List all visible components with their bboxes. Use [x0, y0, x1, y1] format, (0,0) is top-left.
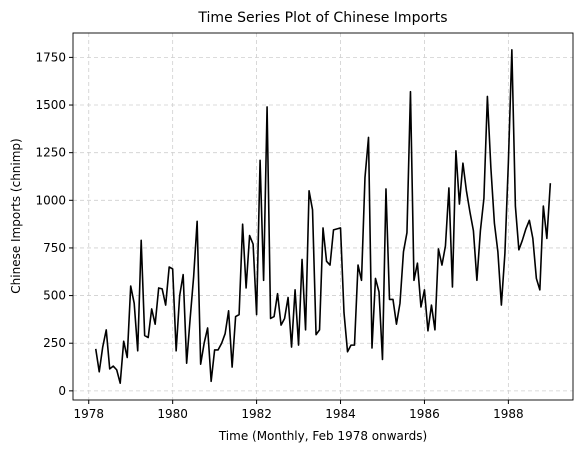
y-tick-label: 1000: [35, 193, 66, 207]
y-tick-label: 0: [58, 384, 66, 398]
y-tick-label: 750: [43, 241, 66, 255]
y-tick-label: 1750: [35, 50, 66, 64]
x-tick-label: 1984: [325, 407, 356, 421]
x-tick-label: 1986: [409, 407, 440, 421]
series-line: [94, 48, 552, 385]
y-tick-label: 1250: [35, 146, 66, 160]
chart-title: Time Series Plot of Chinese Imports: [197, 10, 447, 26]
x-tick-label: 1988: [493, 407, 524, 421]
y-tick-label: 1500: [35, 98, 66, 112]
x-tick-label: 1982: [241, 407, 272, 421]
y-tick-label: 500: [43, 289, 66, 303]
plot-frame: [72, 32, 574, 401]
y-tick-label: 250: [43, 336, 66, 350]
x-axis-label: Time (Monthly, Feb 1978 onwards): [218, 429, 427, 443]
x-tick-label: 1978: [73, 407, 104, 421]
x-tick-label: 1980: [157, 407, 188, 421]
y-axis-label: Chinese Imports (chnimp): [9, 138, 23, 293]
